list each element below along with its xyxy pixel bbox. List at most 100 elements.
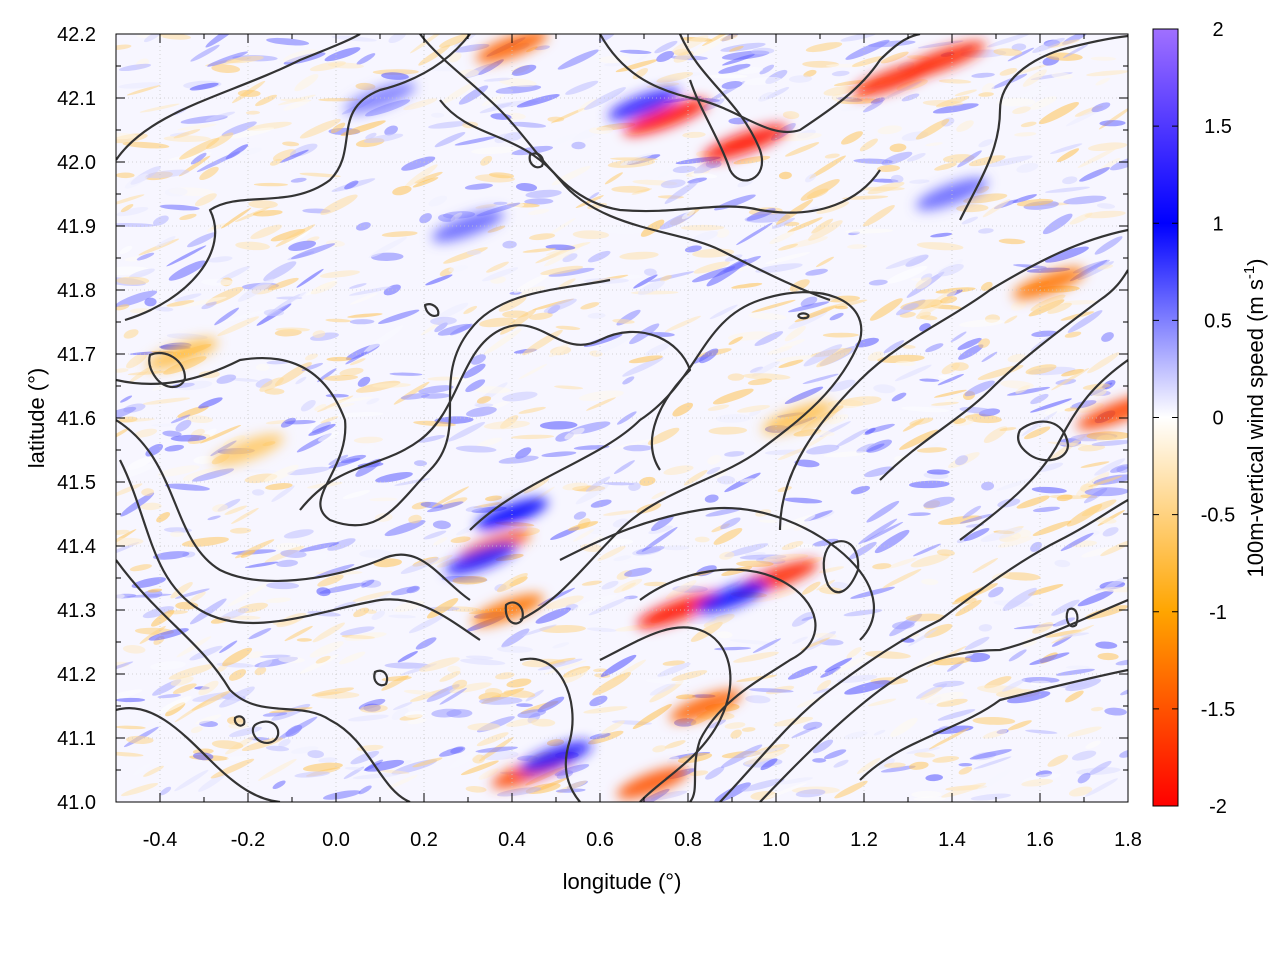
field-speckle [116,427,131,441]
field-speckle [1047,302,1072,314]
field-speckle [288,240,317,251]
field-hotspot [636,591,722,629]
field-speckle [537,696,565,713]
field-speckle [199,166,219,181]
field-speckle [434,131,466,148]
field-hotspot [623,99,709,136]
field-speckle [1032,37,1065,53]
field-speckle [259,377,284,392]
field-speckle [170,414,191,424]
field-speckle [612,318,635,324]
y-tick-label: 41.3 [57,600,96,622]
field-speckle [829,312,844,321]
field-speckle [654,40,678,54]
field-speckle [296,268,324,288]
field-speckle [816,348,852,368]
field-speckle [206,132,234,150]
field-speckle [649,682,676,696]
field-speckle [265,483,293,490]
field-speckle [1038,102,1079,125]
field-speckle [915,277,932,290]
field-speckle [141,488,154,496]
field-speckle [546,217,576,237]
field-speckle [116,368,129,373]
field-speckle [170,434,207,442]
field-speckle [483,420,530,430]
field-speckle [1044,404,1073,415]
field-speckle [716,228,730,238]
field-speckle [439,747,464,757]
contour-line [116,707,281,802]
field-speckle [981,351,998,363]
y-tick-label: 41.0 [57,792,96,814]
field-speckle [265,745,290,752]
field-speckle [673,50,694,63]
field-speckle [933,389,967,398]
field-speckle [716,414,752,423]
field-speckle [270,229,306,242]
field-speckle [144,297,157,307]
field-speckle [621,582,637,591]
field-speckle [955,455,968,466]
field-speckle [418,44,451,66]
field-speckle [516,703,533,708]
field-speckle [841,103,877,112]
colorbar-tick-label: 2 [1212,19,1223,41]
field-speckle [722,54,755,66]
field-speckle [859,138,878,152]
field-speckle [539,421,578,430]
field-speckle [1051,72,1073,79]
field-speckle [201,278,234,286]
field-speckle [470,354,486,365]
field-speckle [156,512,171,523]
field-speckle [651,515,674,531]
field-speckle [747,378,773,386]
field-speckle [957,337,982,351]
field-speckle [198,397,223,409]
field-speckle [548,343,569,357]
field-speckle [652,745,667,753]
field-speckle [516,94,560,108]
field-speckle [777,486,792,493]
field-speckle [958,766,973,775]
field-speckle [118,63,152,72]
field-speckle [811,218,834,234]
field-speckle [862,205,895,227]
field-speckle [628,482,641,491]
field-speckle [414,171,443,184]
field-speckle [706,259,747,287]
field-speckle [348,714,389,722]
field-speckle [176,380,213,391]
field-speckle [339,367,364,376]
field-speckle [805,173,817,183]
field-speckle [905,613,946,622]
field-speckle [880,765,916,773]
field-speckle [970,793,1011,801]
field-speckle [578,390,624,402]
field-speckle [1094,458,1126,476]
field-speckle [465,655,494,660]
field-speckle [867,698,897,707]
field-speckle [781,540,804,551]
field-speckle [431,486,469,508]
field-speckle [552,642,570,649]
field-speckle [640,219,665,237]
field-speckle [126,84,161,96]
field-speckle [1032,622,1054,634]
field-speckle [216,374,237,384]
field-speckle [793,524,808,531]
field-speckle [231,507,259,524]
field-speckle [201,301,217,310]
field-speckle [116,529,130,536]
field-speckle [843,609,883,617]
field-speckle [587,250,611,263]
field-speckle [349,293,378,305]
field-speckle [555,788,586,793]
field-speckle [235,241,270,251]
field-speckle [937,264,964,277]
field-speckle [580,302,600,310]
field-speckle [307,610,341,617]
field-speckle [486,261,509,273]
field-speckle [389,372,423,376]
field-speckle [694,536,710,543]
